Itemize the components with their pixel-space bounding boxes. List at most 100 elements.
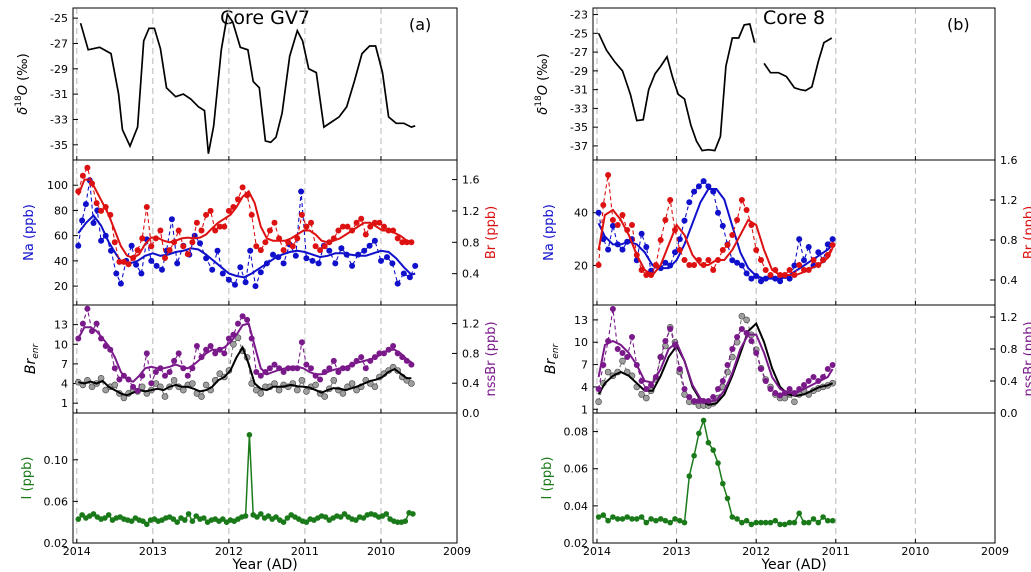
data-point [361, 247, 368, 254]
data-point [257, 390, 265, 397]
data-point [378, 257, 384, 264]
data-point [389, 260, 396, 267]
x-tick-label: 2014 [63, 545, 91, 558]
data-point [294, 235, 301, 242]
data-point [667, 326, 674, 332]
data-point [600, 512, 607, 518]
data-point [113, 270, 120, 277]
data-point [140, 518, 146, 524]
data-point [330, 376, 338, 384]
y-tick-label-right: 1.2 [462, 205, 480, 218]
data-point [743, 316, 750, 324]
data-point [777, 392, 784, 399]
subplot-iodine: 0.02 0.04 0.06 0.08 I (ppb) [540, 412, 996, 550]
data-point [753, 519, 759, 526]
data-point [762, 267, 769, 273]
y-tick-label: 20 [54, 280, 68, 293]
data-point [143, 204, 150, 210]
data-point [247, 247, 254, 254]
data-point [600, 202, 607, 208]
data-point [791, 519, 798, 526]
data-point [786, 267, 793, 273]
y-tick-label: 4 [581, 381, 588, 394]
data-point [193, 343, 200, 349]
data-point [686, 199, 693, 206]
data-point [212, 350, 219, 357]
data-point [820, 514, 826, 520]
data-point [824, 366, 831, 372]
data-point [762, 378, 769, 384]
data-point [734, 217, 741, 223]
data-point [394, 280, 401, 287]
data-point [214, 247, 221, 254]
data-point [720, 480, 726, 487]
data-point [786, 275, 793, 282]
data-point [148, 243, 155, 250]
data-point [681, 217, 688, 224]
data-point [326, 247, 333, 254]
data-point [815, 519, 822, 526]
data-point [829, 242, 836, 248]
data-point [235, 320, 241, 327]
data-point [166, 247, 173, 254]
y-tick-label: 80 [54, 204, 68, 217]
x-tick-label: 2014 [583, 545, 611, 558]
data-point [171, 357, 178, 364]
y-tick-label: 7 [61, 358, 68, 371]
data-point [729, 514, 736, 520]
y-tick-label-right: 0.8 [1000, 234, 1018, 247]
x-tick-label: 2010 [367, 545, 395, 558]
y-tick-label: 10 [54, 338, 68, 351]
data-point [605, 517, 611, 524]
y-axis-label: δ18O (‰) [14, 53, 31, 114]
data-point [624, 354, 631, 360]
data-point [638, 391, 645, 398]
data-point [672, 249, 678, 256]
data-point [335, 369, 342, 375]
data-point [197, 240, 203, 247]
data-point [139, 235, 146, 242]
data-point [681, 257, 688, 263]
x-tick-label: 2012 [742, 545, 770, 558]
data-point [410, 511, 416, 517]
data-point [619, 357, 626, 365]
series-line [763, 37, 833, 92]
y-tick-label-right: 1.2 [1000, 194, 1018, 207]
data-point [614, 222, 621, 228]
data-point [225, 207, 232, 214]
data-point [710, 394, 717, 400]
data-point [273, 514, 279, 520]
data-point [133, 261, 140, 268]
y-tick-label: 4 [61, 378, 68, 391]
data-point [220, 516, 226, 522]
chart-title: Core 8 [763, 7, 825, 29]
data-point [384, 254, 390, 261]
y-axis-label: Brenr [543, 343, 561, 375]
data-point [189, 518, 196, 524]
data-point [138, 383, 146, 391]
data-point [734, 259, 741, 266]
data-point [696, 430, 702, 437]
data-point [676, 366, 683, 372]
y-axis-label: δ18O (‰) [534, 53, 551, 114]
chart-panel-0: Core GV7 -25 -27 -29 -31 -33 -35 δ18O (‰) 20 40 60… [14, 7, 499, 572]
x-tick-label: 2013 [139, 545, 167, 558]
axes-frame [592, 304, 996, 414]
data-point [88, 383, 96, 391]
data-point [604, 368, 612, 376]
series-line [77, 213, 416, 279]
data-point [394, 235, 401, 242]
data-point [111, 239, 118, 246]
series-line [597, 333, 834, 403]
data-point [159, 266, 165, 273]
chart-title: Core GV7 [220, 7, 310, 29]
data-point [595, 262, 602, 268]
data-point [111, 381, 119, 389]
series-line [77, 178, 412, 260]
data-point [207, 343, 214, 349]
data-point [75, 516, 82, 522]
data-point [170, 376, 178, 384]
data-point [748, 521, 755, 528]
y-tick-label: -31 [50, 88, 68, 101]
data-point [710, 267, 717, 273]
